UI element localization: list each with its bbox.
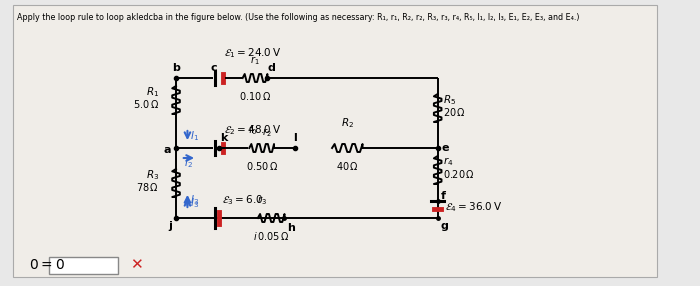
Text: e: e [442, 143, 449, 153]
Text: a: a [164, 145, 172, 155]
Bar [50, 257, 118, 274]
Text: $78\,\Omega$: $78\,\Omega$ [136, 181, 159, 193]
Text: f: f [440, 191, 445, 201]
Text: $0.10\,\Omega$: $0.10\,\Omega$ [239, 90, 271, 102]
Text: $i\,0.05\,\Omega$: $i\,0.05\,\Omega$ [253, 230, 290, 242]
Text: 0: 0 [55, 258, 64, 272]
Text: $I_2$: $I_2$ [184, 156, 192, 170]
Text: $f_0$: $f_0$ [248, 123, 257, 137]
Text: $5.0\,\Omega$: $5.0\,\Omega$ [133, 98, 159, 110]
Text: $R_1$: $R_1$ [146, 85, 159, 99]
Text: $I_3$: $I_3$ [190, 196, 199, 210]
Text: c: c [210, 63, 217, 73]
Text: $\mathcal{E}_4 = 36.0\,\mathrm{V}$: $\mathcal{E}_4 = 36.0\,\mathrm{V}$ [445, 200, 503, 214]
Text: ✕: ✕ [130, 257, 142, 273]
Text: $40\,\Omega$: $40\,\Omega$ [336, 160, 359, 172]
Text: $r_4$: $r_4$ [443, 156, 454, 168]
Text: b: b [172, 63, 180, 73]
Text: $0 =$: $0 =$ [29, 258, 52, 272]
Text: $r_2$: $r_2$ [262, 126, 271, 139]
Text: j: j [168, 221, 172, 231]
Text: $R_5$: $R_5$ [443, 93, 456, 107]
Text: $20\,\Omega$: $20\,\Omega$ [443, 106, 466, 118]
Text: g: g [440, 221, 449, 231]
Text: $0.20\,\Omega$: $0.20\,\Omega$ [443, 168, 475, 180]
Text: $R_3$: $R_3$ [146, 168, 159, 182]
Text: h: h [288, 223, 295, 233]
Text: k: k [220, 133, 228, 143]
Text: $0.50\,\Omega$: $0.50\,\Omega$ [246, 160, 278, 172]
Text: d: d [267, 63, 275, 73]
Text: $I_1$: $I_1$ [190, 129, 199, 143]
Text: $r_3$: $r_3$ [257, 194, 267, 207]
Text: $R_2$: $R_2$ [341, 116, 354, 130]
Text: Apply the loop rule to loop akledcba in the figure below. (Use the following as : Apply the loop rule to loop akledcba in … [17, 13, 580, 22]
Text: l: l [293, 133, 297, 143]
Text: $\mathcal{E}_1 = 24.0\,\mathrm{V}$: $\mathcal{E}_1 = 24.0\,\mathrm{V}$ [223, 46, 281, 60]
Text: $\mathcal{E}_3 = 6.0$: $\mathcal{E}_3 = 6.0$ [222, 193, 263, 207]
Text: $\mathcal{E}_2 = 48.0\,\mathrm{V}$: $\mathcal{E}_2 = 48.0\,\mathrm{V}$ [223, 123, 281, 137]
Text: $r_1$: $r_1$ [250, 54, 260, 67]
Text: $I_3$: $I_3$ [190, 193, 199, 207]
